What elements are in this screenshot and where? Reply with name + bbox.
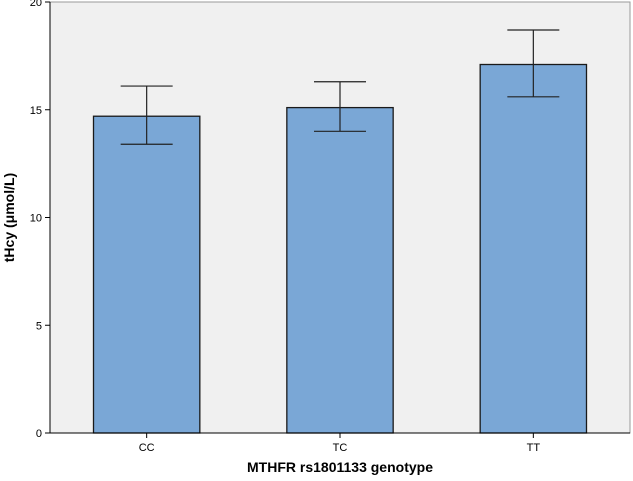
bar-tc [286,106,394,434]
y-tick-label: 0 [36,428,42,440]
x-tick-label: TT [527,442,541,454]
x-tick-label: CC [139,442,155,454]
x-axis-title: MTHFR rs1801133 genotype [247,459,433,475]
error-bars-group [120,29,560,145]
y-axis-title: tHcy (μmol/L) [1,173,17,262]
y-tick-label: 5 [36,320,42,332]
y-tick-label: 10 [30,213,42,225]
x-tick-label: TC [333,442,348,454]
bar-tt [479,63,588,434]
x-axis: CC TC TT [50,432,630,454]
bar-cc [92,115,201,434]
y-axis: 0 5 10 15 20 [30,0,51,440]
y-tick-label: 15 [30,105,42,117]
y-tick-label: 20 [30,0,42,9]
